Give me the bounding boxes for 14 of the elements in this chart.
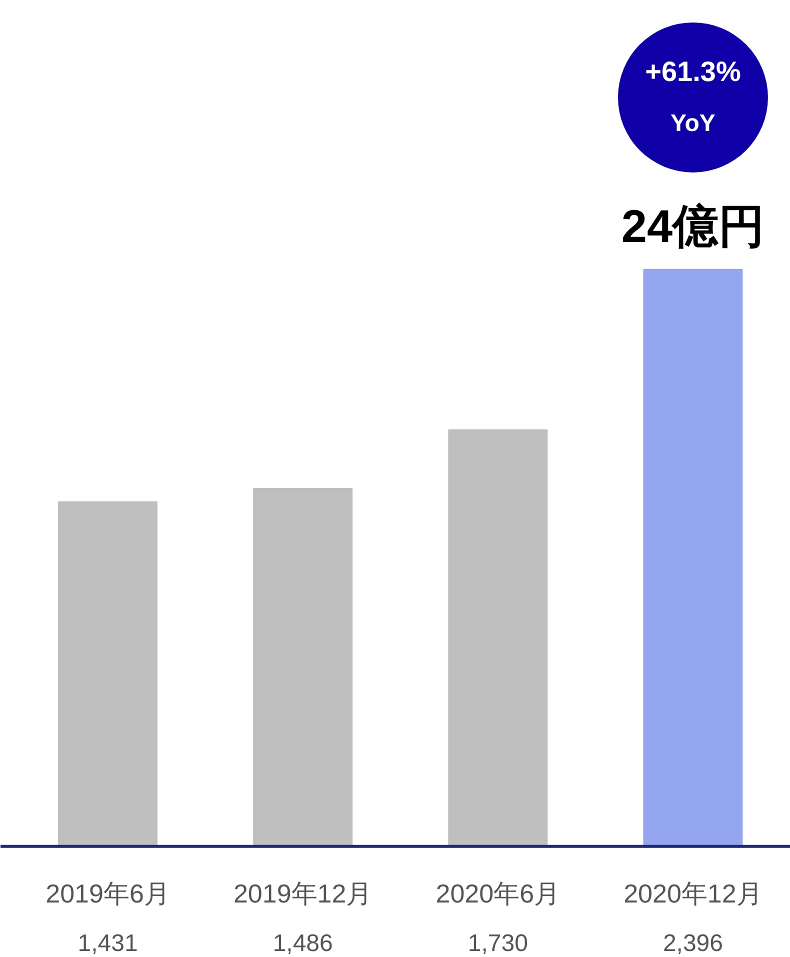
data-label: 1,431 xyxy=(78,930,138,957)
bar xyxy=(58,501,158,847)
data-label: 2,396 xyxy=(662,930,723,957)
x-tick-label: 2020年12月 xyxy=(624,878,762,908)
text: +61.3% YoY xyxy=(645,56,741,137)
data-label: 1,730 xyxy=(468,930,528,957)
bar xyxy=(448,429,548,847)
bar xyxy=(253,488,353,847)
data-label: 1,486 xyxy=(272,930,333,957)
annotation: 24億円 xyxy=(621,200,765,252)
x-tick-label: 2020年6月 xyxy=(436,878,560,908)
bar xyxy=(643,268,743,847)
x-tick-label: 2019年6月 xyxy=(46,878,170,908)
x-tick-label: 2019年12月 xyxy=(233,878,372,908)
